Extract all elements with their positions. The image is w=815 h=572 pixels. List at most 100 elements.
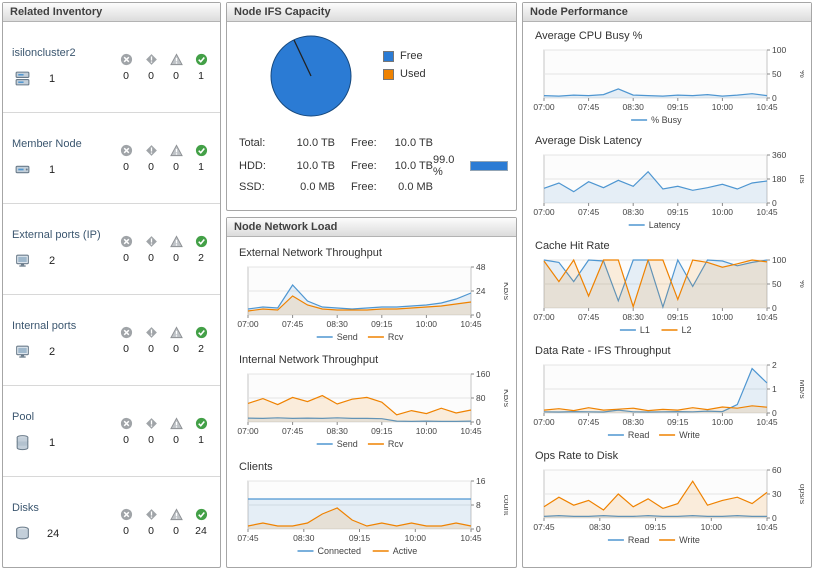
warning-status[interactable]: 0: [166, 417, 186, 446]
critical-status[interactable]: 0: [141, 235, 161, 264]
svg-text:Rcv: Rcv: [388, 332, 404, 342]
normal-status[interactable]: 1: [191, 144, 211, 173]
fatal-status[interactable]: 0: [116, 53, 136, 82]
svg-text:count: count: [502, 495, 508, 516]
data-rate-chart[interactable]: 0 1 2 07:00 07:45 08:30 09:15 10:00 10:45 MB/s Rea…: [532, 360, 808, 442]
fatal-status[interactable]: 0: [116, 235, 136, 264]
svg-text:0: 0: [772, 408, 777, 418]
fatal-status[interactable]: 0: [116, 144, 136, 173]
critical-status[interactable]: 0: [141, 144, 161, 173]
svg-text:Send: Send: [337, 439, 358, 449]
svg-text:48: 48: [476, 262, 486, 272]
internal-ports-link[interactable]: Internal ports: [12, 320, 77, 332]
svg-text:Write: Write: [679, 430, 700, 440]
normal-count: 1: [198, 69, 204, 82]
total-label: Total:: [239, 137, 266, 149]
critical-status[interactable]: 0: [141, 326, 161, 355]
svg-text:08:30: 08:30: [293, 533, 315, 543]
warning-status[interactable]: 0: [166, 144, 186, 173]
svg-text:09:15: 09:15: [667, 102, 689, 112]
svg-text:Latency: Latency: [649, 220, 681, 230]
normal-status[interactable]: 1: [191, 53, 211, 82]
fatal-icon: [120, 508, 133, 521]
svg-text:0: 0: [476, 524, 481, 534]
svg-text:10:00: 10:00: [712, 207, 734, 217]
warning-status[interactable]: 0: [166, 235, 186, 264]
critical-status[interactable]: 0: [141, 53, 161, 82]
svg-text:10:00: 10:00: [416, 319, 438, 329]
svg-text:07:45: 07:45: [578, 207, 600, 217]
node-network-load-title: Node Network Load: [227, 218, 516, 237]
node-performance-panel: Node Performance Average CPU Busy % 0 50 1…: [522, 2, 812, 568]
svg-text:09:15: 09:15: [667, 417, 689, 427]
warning-status[interactable]: 0: [166, 53, 186, 82]
capacity-table: Total: 10.0 TB Free: 10.0 TB HDD: 10.0 T…: [239, 132, 509, 198]
svg-text:160: 160: [476, 369, 490, 379]
ssd-free-value: 0.0 MB: [398, 181, 433, 193]
normal-status[interactable]: 2: [191, 235, 211, 264]
svg-text:10:00: 10:00: [416, 426, 438, 436]
critical-icon: [145, 508, 158, 521]
used-legend-swatch: [383, 68, 394, 80]
external-throughput-title: External Network Throughput: [239, 247, 382, 259]
related-inventory-panel: Related Inventory isiloncluster2 1 0 0 0…: [2, 2, 221, 568]
capacity-pie-chart[interactable]: [267, 32, 355, 120]
svg-text:08:30: 08:30: [623, 312, 645, 322]
normal-status[interactable]: 24: [191, 508, 211, 537]
inventory-list: isiloncluster2 1 0 0 0 1 Member Node: [3, 22, 220, 567]
svg-text:08:30: 08:30: [623, 207, 645, 217]
clients-chart[interactable]: 0 8 16 07:45 08:30 09:15 10:00 10:45 count Connec…: [236, 476, 512, 558]
critical-status[interactable]: 0: [141, 508, 161, 537]
node-ifs-capacity-panel: Node IFS Capacity Free Used Total: 10.0 …: [226, 2, 517, 211]
free-label: Free:: [351, 181, 377, 193]
svg-text:%: %: [798, 70, 804, 78]
normal-icon: [195, 508, 208, 521]
fatal-status[interactable]: 0: [116, 417, 136, 446]
fatal-status[interactable]: 0: [116, 508, 136, 537]
ssd-label: SSD:: [239, 181, 265, 193]
svg-text:10:00: 10:00: [405, 533, 427, 543]
internal-throughput-chart[interactable]: 0 80 160 07:00 07:45 08:30 09:15 10:00 10:45 KB/s…: [236, 369, 512, 451]
hdd-free-percent: 99.0 %: [433, 154, 455, 178]
capacity-legend: Free Used: [383, 50, 426, 80]
cache-hit-rate-chart[interactable]: 0 50 100 07:00 07:45 08:30 09:15 10:00 10:45% L1 L…: [532, 255, 808, 337]
warning-status[interactable]: 0: [166, 508, 186, 537]
total-value: 10.0 TB: [296, 137, 335, 149]
hdd-free-progress-bar: [469, 161, 509, 171]
external-throughput-chart[interactable]: 0 24 48 07:00 07:45 08:30 09:15 10:00 10:45 KB/s S…: [236, 262, 512, 344]
normal-status[interactable]: 1: [191, 417, 211, 446]
critical-count: 0: [148, 160, 154, 173]
svg-text:Read: Read: [628, 430, 650, 440]
cluster-link[interactable]: isiloncluster2: [12, 47, 76, 59]
network-port-icon: [14, 252, 31, 269]
normal-count: 24: [195, 524, 207, 537]
fatal-status[interactable]: 0: [116, 326, 136, 355]
warning-count: 0: [173, 342, 179, 355]
normal-status[interactable]: 2: [191, 326, 211, 355]
warning-count: 0: [173, 69, 179, 82]
svg-text:16: 16: [476, 476, 486, 486]
normal-count: 2: [198, 342, 204, 355]
svg-text:07:45: 07:45: [282, 426, 304, 436]
member-node-link[interactable]: Member Node: [12, 138, 82, 150]
pool-link[interactable]: Pool: [12, 411, 35, 423]
svg-text:L2: L2: [682, 325, 692, 335]
svg-text:L1: L1: [640, 325, 650, 335]
fatal-icon: [120, 144, 133, 157]
disk-latency-chart[interactable]: 0 180 360 07:00 07:45 08:30 09:15 10:00 10:45 us L…: [532, 150, 808, 232]
svg-text:180: 180: [772, 174, 786, 184]
ops-rate-chart[interactable]: 0 30 60 07:45 08:30 09:15 10:00 10:45 ops/s Read W…: [532, 465, 808, 547]
normal-count: 1: [198, 160, 204, 173]
svg-text:360: 360: [772, 150, 786, 160]
critical-status[interactable]: 0: [141, 417, 161, 446]
external-ports-link[interactable]: External ports (IP): [12, 229, 101, 241]
warning-status[interactable]: 0: [166, 326, 186, 355]
svg-text:10:00: 10:00: [712, 312, 734, 322]
critical-count: 0: [148, 433, 154, 446]
hdd-free-value: 10.0 TB: [394, 160, 433, 172]
inventory-row-external-ports: External ports (IP) 2 0 0 0 2: [3, 204, 220, 295]
fatal-count: 0: [123, 69, 129, 82]
cpu-busy-chart[interactable]: 0 50 100 07:00 07:45 08:30 09:15 10:00 10:45% % B…: [532, 45, 808, 127]
disks-link[interactable]: Disks: [12, 502, 39, 514]
free-legend-label: Free: [400, 50, 423, 62]
